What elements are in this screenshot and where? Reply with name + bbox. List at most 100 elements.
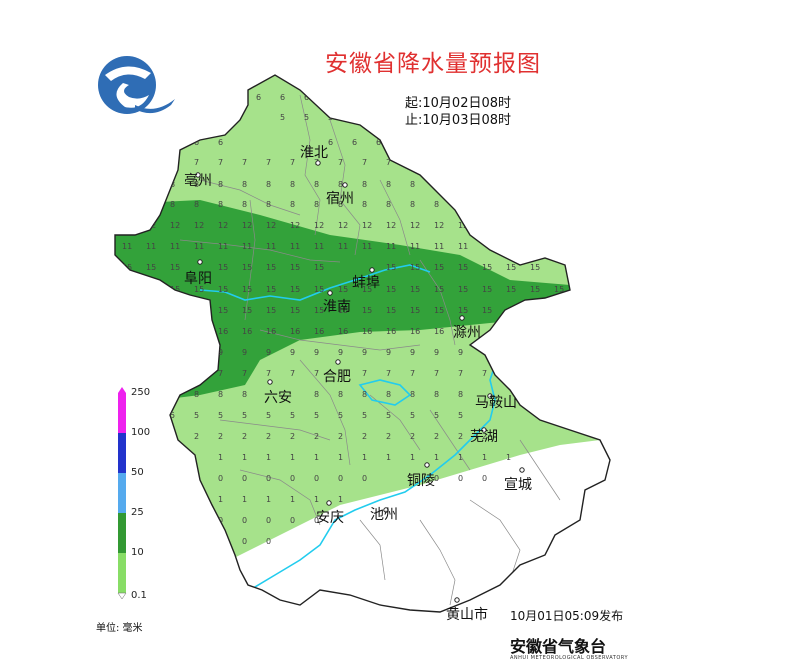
grid-value: 7: [266, 369, 271, 378]
grid-value: 8: [218, 180, 223, 189]
grid-value: 2: [194, 432, 199, 441]
grid-value: 15: [482, 285, 492, 294]
grid-value: 5: [280, 113, 285, 122]
grid-value: 8: [314, 180, 319, 189]
grid-value: 12: [434, 221, 444, 230]
grid-value: 0: [434, 474, 439, 483]
city-label-huainan: 淮南: [323, 299, 351, 315]
grid-value: 2: [266, 432, 271, 441]
grid-value: 0: [362, 474, 367, 483]
grid-value: 15: [170, 285, 180, 294]
grid-value: 6: [256, 93, 261, 102]
grid-value: 8: [242, 180, 247, 189]
city-label-huaibei: 淮北: [300, 145, 328, 161]
grid-value: 1: [242, 453, 247, 462]
grid-value: 8: [410, 200, 415, 209]
grid-value: 1: [410, 453, 415, 462]
grid-value: 16: [218, 327, 228, 336]
grid-value: 12: [362, 221, 372, 230]
grid-value: 15: [458, 306, 468, 315]
grid-value: 2: [386, 432, 391, 441]
grid-value: 8: [314, 390, 319, 399]
city-label-chizhou: 池州: [370, 507, 398, 523]
grid-value: 15: [386, 263, 396, 272]
city-label-wuhu: 芜湖: [470, 429, 498, 445]
grid-value: 1: [218, 495, 223, 504]
grid-value: 9: [290, 348, 295, 357]
grid-value: 15: [410, 285, 420, 294]
grid-value: 12: [338, 221, 348, 230]
grid-value: 0: [314, 516, 319, 525]
grid-value: 6: [328, 138, 333, 147]
grid-value: 11: [338, 242, 348, 251]
grid-value: 7: [290, 158, 295, 167]
city-dot: [487, 393, 493, 399]
grid-value: 15: [458, 285, 468, 294]
grid-value: 5: [194, 411, 199, 420]
grid-value: 12: [458, 221, 468, 230]
grid-value: 5: [242, 411, 247, 420]
grid-value: 15: [170, 263, 180, 272]
city-dot: [424, 462, 430, 468]
grid-value: 15: [266, 285, 276, 294]
grid-value: 0: [266, 516, 271, 525]
grid-value: 7: [362, 369, 367, 378]
issued-time: 10月01日05:09发布: [510, 609, 624, 623]
grid-value: 0: [290, 516, 295, 525]
forecast-start-time: 起:10月02日08时: [405, 96, 512, 111]
city-dot: [454, 597, 460, 603]
grid-value: 7: [338, 158, 343, 167]
grid-value: 15: [506, 285, 516, 294]
yangtze-river: [249, 364, 496, 591]
grid-value: 15: [290, 263, 300, 272]
grid-value: 15: [314, 263, 324, 272]
grid-value: 0: [458, 474, 463, 483]
grid-value: 16: [242, 327, 252, 336]
city-label-maanshan: 马鞍山: [475, 395, 517, 411]
grid-value: 7: [386, 158, 391, 167]
grid-value: 8: [170, 390, 175, 399]
grid-value: 11: [290, 242, 300, 251]
huai-river: [199, 264, 431, 301]
city-dot: [342, 182, 348, 188]
grid-value: 7: [242, 158, 247, 167]
grid-value: 15: [458, 263, 468, 272]
agency-name: 安徽省气象台: [510, 637, 607, 656]
grid-value: 11: [434, 242, 444, 251]
grid-value: 8: [434, 390, 439, 399]
grid-value: 15: [362, 285, 372, 294]
grid-value: 15: [362, 306, 372, 315]
grid-value: 11: [410, 242, 420, 251]
city-dot: [267, 379, 273, 385]
city-label-luan: 六安: [264, 390, 292, 406]
grid-value: 15: [506, 263, 516, 272]
grid-value: 8: [266, 200, 271, 209]
city-dot: [481, 427, 487, 433]
grid-value: 5: [304, 113, 309, 122]
grid-value: 9: [314, 348, 319, 357]
grid-value: 5: [386, 411, 391, 420]
city-dot: [383, 507, 389, 513]
grid-value: 1: [482, 453, 487, 462]
grid-value: 2: [410, 432, 415, 441]
grid-value: 8: [194, 200, 199, 209]
legend-label-250: 250: [131, 387, 151, 398]
grid-value: 16: [434, 327, 444, 336]
grid-value: 15: [434, 306, 444, 315]
grid-value: 8: [194, 390, 199, 399]
grid-value: 9: [410, 348, 415, 357]
grid-value: 6: [304, 93, 309, 102]
grid-value: 9: [218, 348, 223, 357]
grid-value: 6: [376, 138, 381, 147]
grid-value: 11: [386, 242, 396, 251]
city-dot: [519, 467, 525, 473]
grid-value: 8: [362, 200, 367, 209]
grid-value: 15: [266, 306, 276, 315]
city-dot: [459, 315, 465, 321]
grid-value: 7: [290, 369, 295, 378]
grid-value: 15: [218, 263, 228, 272]
grid-value: 11: [194, 242, 204, 251]
grid-value: 1: [338, 453, 343, 462]
city-label-xuancheng: 宣城: [504, 477, 532, 493]
grid-value: 7: [410, 369, 415, 378]
